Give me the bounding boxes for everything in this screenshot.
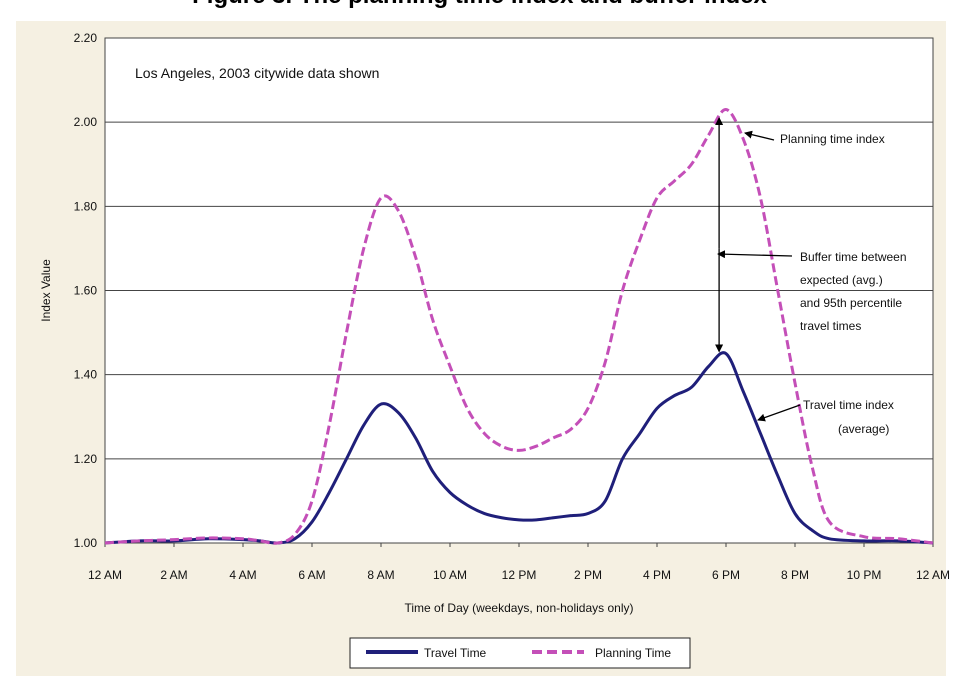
x-tick-label: 12 AM	[916, 568, 950, 582]
x-tick-label: 10 PM	[847, 568, 882, 582]
annotation-buffer-line-1: Buffer time between	[800, 250, 907, 264]
x-tick-label: 4 PM	[643, 568, 671, 582]
legend-label-travel-time: Travel Time	[424, 646, 487, 660]
annotation-buffer-line-2: expected (avg.)	[800, 273, 883, 287]
y-tick-label: 1.80	[74, 199, 98, 213]
y-tick-labels: 1.00 1.20 1.40 1.60 1.80 2.00 2.20	[74, 31, 98, 550]
annotation-travel-time-index-line-1: Travel time index	[803, 398, 894, 412]
figure-title: Figure 3. The planning time index and bu…	[0, 0, 959, 10]
x-axis-label: Time of Day (weekdays, non-holidays only…	[405, 601, 634, 615]
annotations: Planning time index Buffer time between …	[715, 116, 907, 436]
arrow-travel-time-index	[757, 404, 801, 422]
x-tick-label: 6 AM	[298, 568, 325, 582]
arrow-planning-time-index	[744, 130, 775, 141]
x-tick-label: 8 PM	[781, 568, 809, 582]
x-tick-label: 12 AM	[88, 568, 122, 582]
y-axis-label: Index Value	[39, 259, 53, 322]
annotation-arrows	[715, 116, 801, 422]
x-tick-label: 2 AM	[160, 568, 187, 582]
y-tick-label: 1.00	[74, 536, 98, 550]
chart-subtitle: Los Angeles, 2003 citywide data shown	[135, 65, 379, 81]
x-tick-label: 8 AM	[367, 568, 394, 582]
arrow-buffer-time	[717, 250, 793, 259]
annotation-buffer-line-4: travel times	[800, 319, 861, 333]
x-tick-label: 4 AM	[229, 568, 256, 582]
x-tick-labels: 12 AM 2 AM 4 AM 6 AM 8 AM 10 AM 12 PM 2 PM 4 PM 6…	[88, 568, 950, 582]
series-lines	[104, 108, 934, 545]
annotation-planning-time-index: Planning time index	[780, 132, 885, 146]
y-tick-label: 1.60	[74, 284, 98, 298]
legend-label-planning-time: Planning Time	[595, 646, 671, 660]
y-tick-label: 1.40	[74, 368, 98, 382]
annotation-buffer-line-3: and 95th percentile	[800, 296, 902, 310]
legend: Travel Time Planning Time	[349, 637, 691, 669]
x-tick-label: 6 PM	[712, 568, 740, 582]
y-tick-label: 1.20	[74, 452, 98, 466]
y-tick-label: 2.00	[74, 115, 98, 129]
x-tick-label: 2 PM	[574, 568, 602, 582]
series-line-travel-time	[104, 351, 934, 545]
gridlines	[104, 121, 934, 547]
y-tick-label: 2.20	[74, 31, 98, 45]
annotation-travel-time-index-line-2: (average)	[838, 422, 889, 436]
x-tick-label: 12 PM	[502, 568, 537, 582]
x-tick-label: 10 AM	[433, 568, 467, 582]
